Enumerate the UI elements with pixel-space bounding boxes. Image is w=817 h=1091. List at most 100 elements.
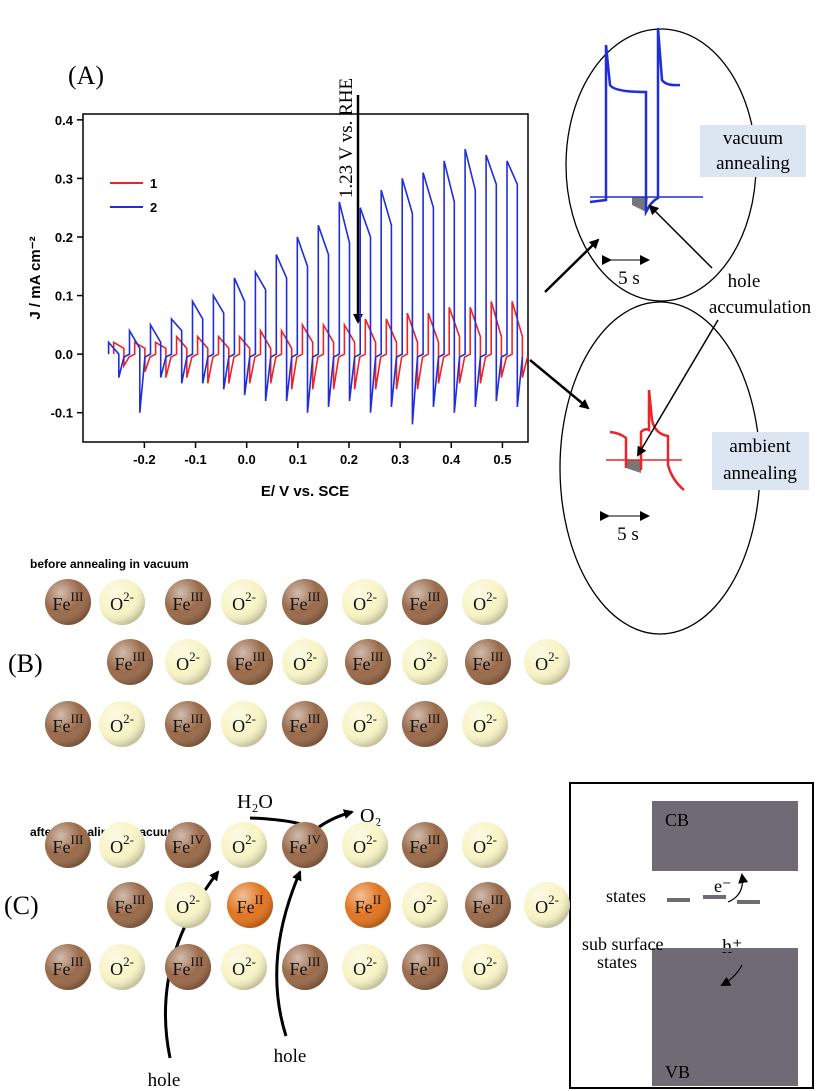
element: Fe [410,594,428,614]
atom-label: O2- [535,649,559,674]
valence-band [652,948,798,1086]
element: Fe [115,897,133,917]
accumulation-area [626,460,641,473]
atom: FeIII [402,701,448,747]
atom-shine [524,882,570,928]
atom-label: O2- [110,954,134,979]
atom: FeIII [465,882,511,928]
atom: O2- [402,639,448,685]
atom: O2- [165,639,211,685]
band-box [569,782,814,1089]
carrier-label: e⁻ [714,876,732,896]
data-line [107,148,524,425]
atom-label: FeIII [53,589,84,614]
atom-shine [345,639,391,685]
atom-label: FeIII [410,954,441,979]
charge: 2- [548,649,559,664]
element: Fe [353,654,371,674]
atom-shine [402,882,448,928]
atom-label: FeIII [290,589,321,614]
atom-label: FeIII [115,649,146,674]
atom: O2- [99,944,145,990]
charge: 2- [366,832,377,847]
inset-label: annealing [723,463,797,484]
charge: III [491,649,504,664]
atom-label: FeIII [235,649,266,674]
atom: FeIII [107,639,153,685]
element: O [232,837,245,857]
panel-title: before annealing in vacuum [30,557,189,571]
element: Fe [53,959,71,979]
atom: FeIII [227,639,273,685]
atom-label: O2- [535,892,559,917]
atom-label: O2- [232,711,256,736]
hole-label: accumulation [709,297,812,318]
element: Fe [53,716,71,736]
element: O [473,837,486,857]
atom-shine [282,822,328,868]
element: Fe [410,959,428,979]
atom-label: O2- [110,832,134,857]
charge: III [428,832,441,847]
atom: FeII [345,882,391,928]
panel-label: (B) [8,649,43,678]
charge: IV [190,832,204,847]
charge: 2- [306,649,317,664]
element: O [110,594,123,614]
y-tick-label: 0.2 [55,230,73,245]
band-label: VB [665,1062,690,1082]
hole-arrow [275,870,302,1037]
legend-label: 2 [150,200,157,215]
element: Fe [473,654,491,674]
atom-label: FeIII [410,832,441,857]
x-tick-label: -0.2 [133,452,155,467]
charge: 2- [245,832,256,847]
element: Fe [410,716,428,736]
atom-label: O2- [473,711,497,736]
atom-label: FeIII [473,649,504,674]
element: O [232,594,245,614]
atom-label: FeIII [53,711,84,736]
charge: III [428,589,441,604]
atom-label: FeIV [289,832,321,857]
charge: III [253,649,266,664]
charge: 2- [189,649,200,664]
atom-shine [402,822,448,868]
charge: 2- [366,589,377,604]
atom-shine [99,944,145,990]
atom: O2- [342,822,388,868]
charge: 2- [486,711,497,726]
atom-label: O2- [232,954,256,979]
element: Fe [53,594,71,614]
atom-label: O2- [353,589,377,614]
charge: 2- [123,589,134,604]
charge: III [428,711,441,726]
atom-label: O2- [473,954,497,979]
transfer-arrow [720,964,743,986]
annotation: 1.23 V vs. RHE [336,78,357,198]
atom-shine [342,701,388,747]
charge: 2- [123,954,134,969]
charge: 2- [486,954,497,969]
atom: FeIV [282,822,328,868]
y-tick-label: 0.0 [55,347,73,362]
transfer-arrow [727,873,749,903]
charge: 2- [366,711,377,726]
atom: FeIII [165,579,211,625]
hole-label: hole [274,1046,307,1067]
atom: FeIII [45,822,91,868]
inset-trace [589,27,681,217]
inset-label: vacuum [723,128,783,149]
atom-shine [342,579,388,625]
time-scale: 5 s [618,268,640,289]
atom: FeIII [282,579,328,625]
element: O [110,716,123,736]
charge: III [191,589,204,604]
charge: III [191,954,204,969]
atom-shine [282,579,328,625]
atom-label: FeIV [172,832,204,857]
atom: O2- [99,579,145,625]
atom-label: FeIII [53,832,84,857]
atom-shine [282,639,328,685]
atom: O2- [342,701,388,747]
